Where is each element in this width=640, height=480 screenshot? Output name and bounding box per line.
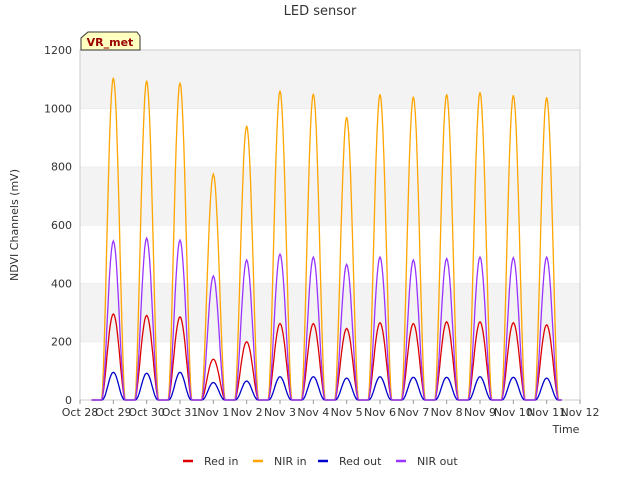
x-tick-label: Nov 10 <box>494 406 533 419</box>
vr-met-badge: VR_met <box>80 31 141 51</box>
series-line-nir-out <box>91 236 562 401</box>
chart-title: LED sensor <box>284 4 357 19</box>
grid-band <box>80 166 580 225</box>
grid-band <box>80 225 580 284</box>
x-tick-label: Nov 9 <box>464 406 496 419</box>
grid-band <box>80 341 580 400</box>
legend-label: Red out <box>339 455 382 468</box>
legend: Red in NIR in Red out NIR out <box>183 455 458 468</box>
grid-band <box>80 283 580 342</box>
y-tick-label: 1000 <box>44 102 72 115</box>
x-tick-label: Oct 30 <box>128 406 165 419</box>
grid-band <box>80 50 580 109</box>
y-tick-label: 400 <box>51 277 72 290</box>
legend-label: Red in <box>204 455 238 468</box>
x-tick-label: Oct 29 <box>95 406 132 419</box>
y-tick-label: 800 <box>51 161 72 174</box>
y-axis: 0 200 400 600 800 1000 1200 <box>44 44 72 407</box>
grid-band <box>80 108 580 167</box>
x-axis-label: Time <box>552 423 580 436</box>
x-tick-label: Nov 5 <box>331 406 363 419</box>
x-tick-label: Oct 31 <box>162 406 199 419</box>
y-tick-label: 1200 <box>44 44 72 57</box>
x-tick-label: Nov 7 <box>397 406 429 419</box>
x-tick-label: Nov 1 <box>197 406 229 419</box>
x-tick-label: Oct 28 <box>62 406 99 419</box>
x-tick-label: Nov 6 <box>364 406 396 419</box>
x-tick-label: Nov 8 <box>431 406 463 419</box>
x-tick-label: Nov 12 <box>561 406 600 419</box>
series-layer <box>91 77 562 401</box>
y-tick-label: 200 <box>51 336 72 349</box>
x-tick-label: Nov 11 <box>527 406 566 419</box>
y-axis-label: NDVI Channels (mV) <box>8 169 21 281</box>
x-tick-label: Nov 3 <box>264 406 296 419</box>
y-tick-label: 600 <box>51 219 72 232</box>
vr-met-label: VR_met <box>87 36 134 49</box>
legend-label: NIR out <box>417 455 458 468</box>
x-tick-label: Nov 4 <box>297 406 329 419</box>
legend-label: NIR in <box>274 455 307 468</box>
grid-bands <box>80 49 580 400</box>
y-tick-label: 0 <box>65 394 72 407</box>
x-tick-label: Nov 2 <box>231 406 263 419</box>
